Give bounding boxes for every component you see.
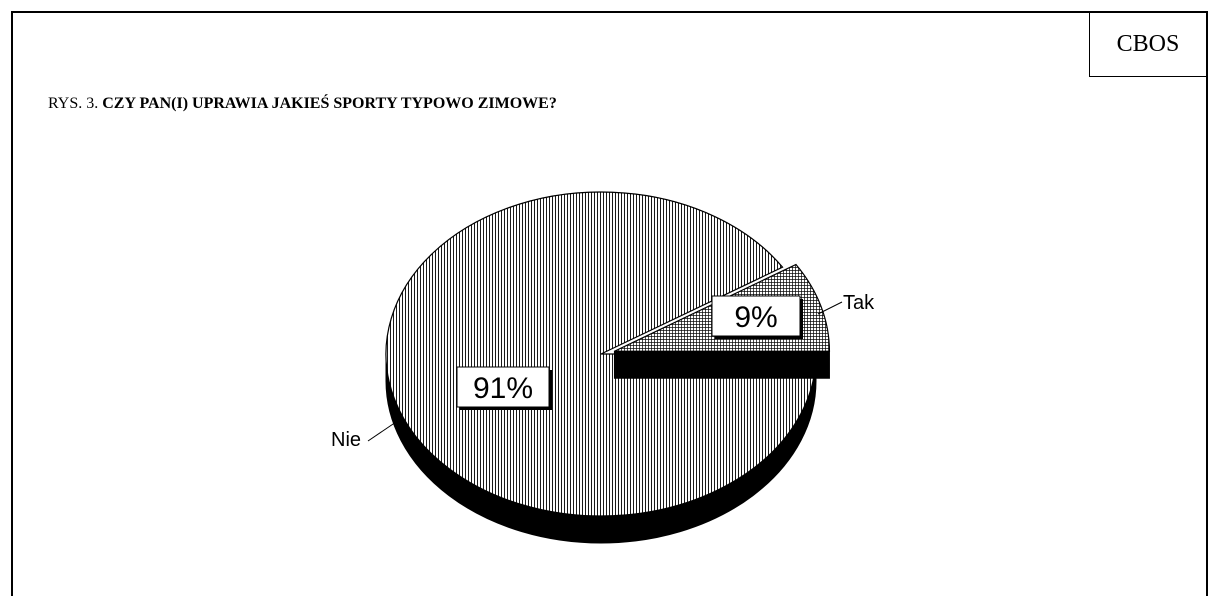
svg-text:9%: 9%	[734, 301, 777, 334]
chart-title: CZY PAN(I) UPRAWIA JAKIEŚ SPORTY TYPOWO …	[102, 95, 557, 112]
figure-heading: RYS. 3. CZY PAN(I) UPRAWIA JAKIEŚ SPORTY…	[48, 95, 557, 113]
category-label-nie: Nie	[331, 429, 361, 451]
leader-line-tak	[817, 301, 843, 315]
pie-layer	[385, 191, 831, 544]
figure-label: RYS. 3.	[48, 95, 99, 112]
pie-slice-nie	[385, 191, 817, 517]
figure-frame: CBOS	[11, 11, 1208, 596]
pie-edge-tak	[613, 350, 830, 379]
source-label: CBOS	[1089, 13, 1206, 77]
category-label-tak: Tak	[843, 292, 875, 314]
value-label-nie: 91%	[456, 366, 552, 410]
value-label-tak: 9%	[711, 295, 803, 339]
leader-line-nie	[367, 419, 400, 442]
svg-text:91%: 91%	[473, 372, 533, 405]
label-layer: 91% 9% Nie Tak	[331, 292, 875, 451]
